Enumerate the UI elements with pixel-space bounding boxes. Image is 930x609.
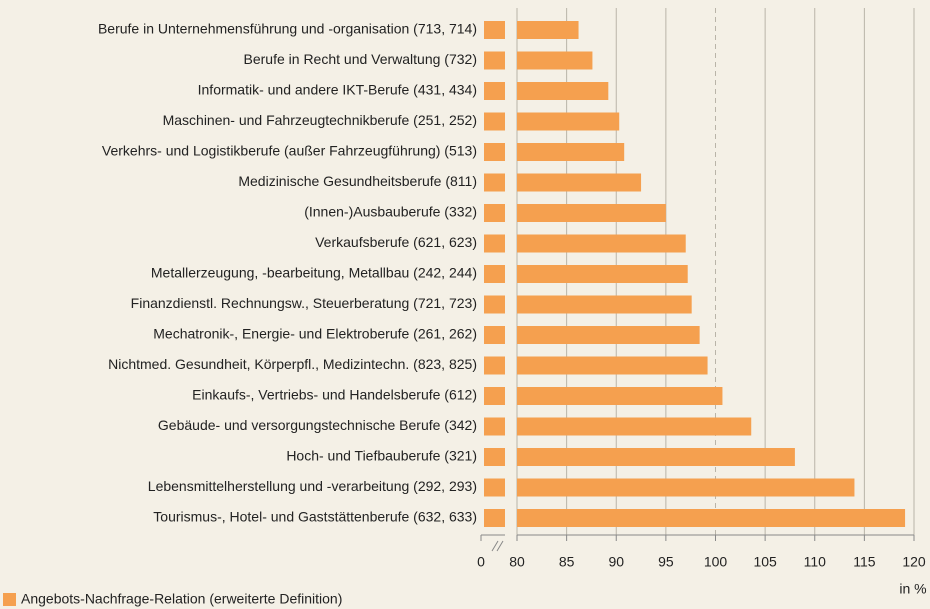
x-tick-label: 100 [704, 554, 728, 570]
bar-stub [484, 295, 505, 314]
x-axis-label: in % [899, 581, 926, 597]
bar [517, 387, 723, 405]
bar [517, 265, 688, 283]
bar [517, 356, 708, 375]
bar-stub [484, 509, 505, 527]
category-label: Maschinen- und Fahrzeugtechnikberufe (25… [163, 112, 477, 128]
bar [517, 21, 579, 39]
bar-stub [484, 478, 505, 497]
x-tick-label: 115 [853, 554, 876, 570]
bar-stub [484, 448, 505, 466]
x-tick-label: 90 [608, 554, 624, 570]
bar-stub [484, 387, 505, 405]
x-tick-label: 80 [509, 554, 525, 570]
bar [517, 173, 642, 192]
bar-stub [484, 112, 505, 131]
category-label: Nichtmed. Gesundheit, Körperpfl., Medizi… [108, 356, 477, 372]
bar-stub [484, 82, 505, 100]
bar-stub [484, 21, 505, 39]
bar [517, 295, 692, 314]
category-label: Lebensmittelherstellung und -verarbeitun… [148, 478, 477, 494]
legend-swatch [3, 593, 16, 606]
bar [517, 234, 686, 253]
category-label: Verkaufsberufe (621, 623) [315, 234, 477, 250]
category-label: Informatik- und andere IKT-Berufe (431, … [198, 82, 477, 98]
bar [517, 509, 906, 527]
category-label: Mechatronik-, Energie- und Elektroberufe… [153, 326, 477, 342]
axis-break [491, 540, 504, 552]
bar-stub [484, 326, 505, 344]
bar [517, 478, 855, 497]
bar-stub [484, 143, 505, 161]
bar-stub [484, 234, 505, 253]
category-label: Berufe in Recht und Verwaltung (732) [244, 51, 477, 67]
category-label: Tourismus-, Hotel- und Gaststättenberufe… [153, 509, 477, 525]
x-tick-label: 105 [753, 554, 777, 570]
x-tick-label: 85 [559, 554, 575, 570]
bar [517, 417, 752, 436]
category-label: Hoch- und Tiefbauberufe (321) [286, 448, 477, 464]
bar [517, 112, 620, 131]
bar-stub [484, 265, 505, 283]
category-label: Finanzdienstl. Rechnungsw., Steuerberatu… [131, 295, 477, 311]
bar-stub [484, 173, 505, 192]
category-label: Verkehrs- und Logistikberufe (außer Fahr… [102, 143, 477, 159]
x-tick-label: 0 [477, 554, 485, 570]
x-tick-label: 110 [804, 554, 827, 570]
category-label: Berufe in Unternehmensführung und -organ… [98, 21, 477, 37]
bar [517, 82, 609, 100]
bar-stub [484, 51, 505, 70]
legend-label: Angebots-Nachfrage-Relation (erweiterte … [21, 591, 342, 607]
category-label: Einkaufs-, Vertriebs- und Handelsberufe … [192, 387, 477, 403]
bar [517, 448, 795, 466]
x-tick-label: 95 [658, 554, 674, 570]
bar [517, 143, 625, 161]
bar [517, 204, 666, 222]
category-label: Metallerzeugung, -bearbeitung, Metallbau… [151, 265, 477, 281]
category-label: Gebäude- und versorgungstechnische Beruf… [158, 417, 477, 433]
bar-stub [484, 204, 505, 222]
bar-stub [484, 356, 505, 375]
bar-stub [484, 417, 505, 436]
category-label: (Innen-)Ausbauberufe (332) [304, 204, 477, 220]
category-label: Medizinische Gesundheitsberufe (811) [238, 173, 477, 189]
bar [517, 51, 593, 70]
bar [517, 326, 700, 344]
x-tick-label: 120 [902, 554, 926, 570]
